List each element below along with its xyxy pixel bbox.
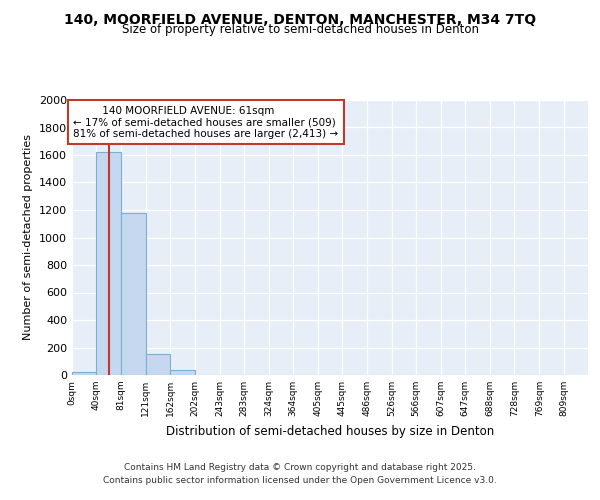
Text: Size of property relative to semi-detached houses in Denton: Size of property relative to semi-detach…: [121, 22, 479, 36]
Text: 140 MOORFIELD AVENUE: 61sqm
← 17% of semi-detached houses are smaller (509)
81% : 140 MOORFIELD AVENUE: 61sqm ← 17% of sem…: [73, 106, 338, 138]
Bar: [170, 370, 195, 375]
Bar: [72, 372, 97, 375]
Text: Contains public sector information licensed under the Open Government Licence v3: Contains public sector information licen…: [103, 476, 497, 485]
X-axis label: Distribution of semi-detached houses by size in Denton: Distribution of semi-detached houses by …: [166, 424, 494, 438]
Text: Contains HM Land Registry data © Crown copyright and database right 2025.: Contains HM Land Registry data © Crown c…: [124, 464, 476, 472]
Bar: [121, 214, 146, 375]
Bar: [146, 354, 170, 375]
Text: 140, MOORFIELD AVENUE, DENTON, MANCHESTER, M34 7TQ: 140, MOORFIELD AVENUE, DENTON, MANCHESTE…: [64, 12, 536, 26]
Bar: [97, 152, 121, 375]
Y-axis label: Number of semi-detached properties: Number of semi-detached properties: [23, 134, 34, 340]
